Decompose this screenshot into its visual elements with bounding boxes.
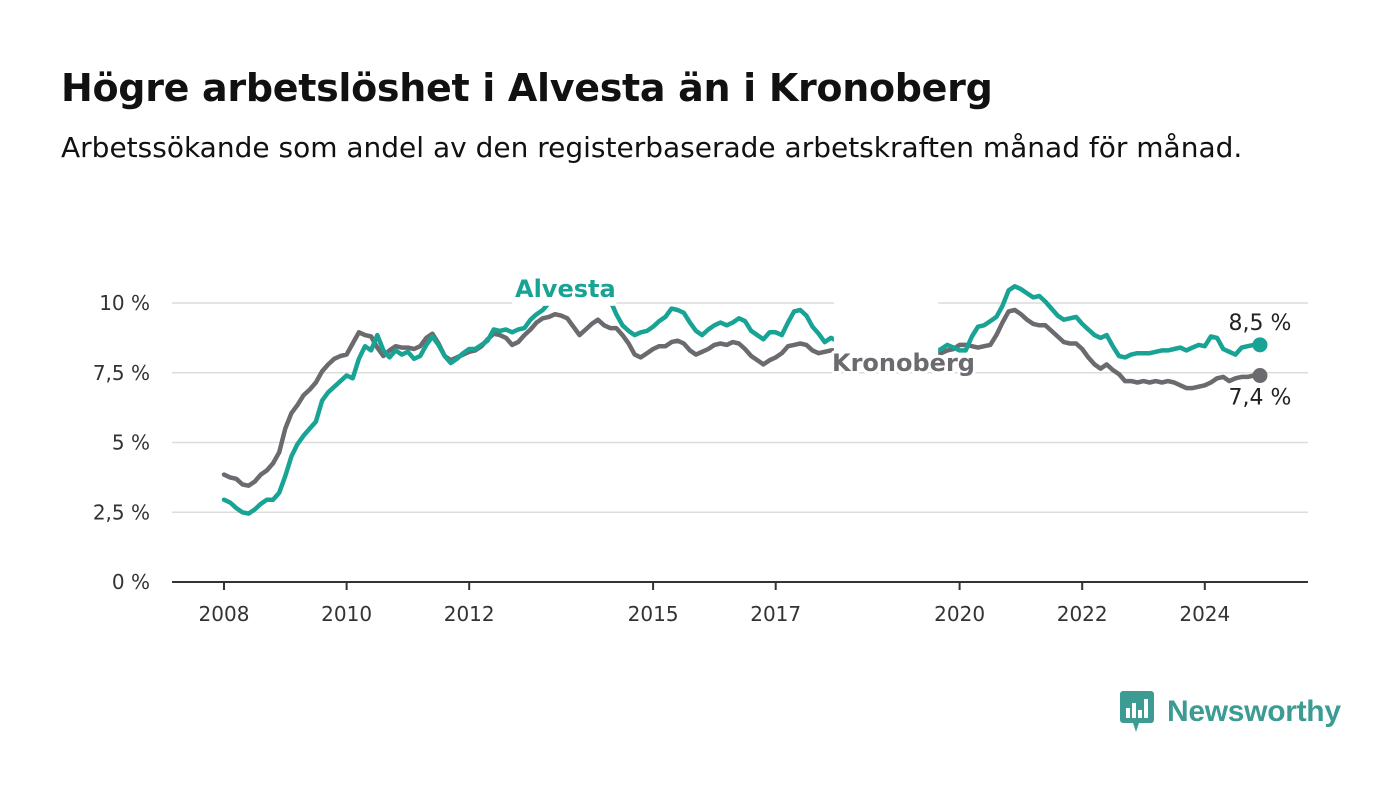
series-label-alvesta-halo: Alvesta <box>515 275 616 303</box>
y-axis: 0 % 2,5 % 5 % 7,5 % 10 % <box>93 291 150 594</box>
newsworthy-logo[interactable]: Newsworthy <box>1119 690 1341 734</box>
x-tick-label: 2022 <box>1057 602 1108 626</box>
series-line-kronoberg <box>221 307 1263 488</box>
chart-title: Högre arbetslöshet i Alvesta än i Kronob… <box>61 66 993 110</box>
end-value-label-alvesta: 8,5 % <box>1229 311 1292 336</box>
y-tick-label: 10 % <box>99 291 150 315</box>
chart-subtitle: Arbetssökande som andel av den registerb… <box>61 131 1243 164</box>
y-tick-label: 2,5 % <box>93 500 150 524</box>
end-marker-kronoberg <box>1252 368 1268 384</box>
newsworthy-logo-icon <box>1120 691 1154 732</box>
x-tick-label: 2020 <box>934 602 985 626</box>
series-label-kronoberg: Kronoberg <box>832 349 975 377</box>
x-tick-label: 2008 <box>199 602 250 626</box>
end-value-label-kronoberg: 7,4 % <box>1229 386 1292 411</box>
y-tick-label: 0 % <box>112 570 150 594</box>
y-tick-label: 5 % <box>112 431 150 455</box>
x-tick-label: 2012 <box>444 602 495 626</box>
y-tick-label: 7,5 % <box>93 361 150 385</box>
label-knockout <box>833 286 939 363</box>
end-marker-alvesta <box>1252 337 1268 353</box>
gridlines <box>172 302 1308 513</box>
series-line-alvesta <box>221 284 1263 516</box>
series-label-alvesta: Alvesta <box>515 275 616 303</box>
newsworthy-logo-text: Newsworthy <box>1167 695 1341 728</box>
x-tick-label: 2017 <box>750 602 801 626</box>
x-tick-label: 2024 <box>1179 602 1230 626</box>
series-lines <box>221 283 1263 516</box>
x-axis: 2008 2010 2012 2015 2017 2020 2022 2024 <box>172 581 1308 626</box>
series-label-kronoberg-halo: Kronoberg <box>832 349 975 377</box>
label-knockout <box>512 283 617 306</box>
x-tick-label: 2010 <box>321 602 372 626</box>
x-tick-label: 2015 <box>628 602 679 626</box>
